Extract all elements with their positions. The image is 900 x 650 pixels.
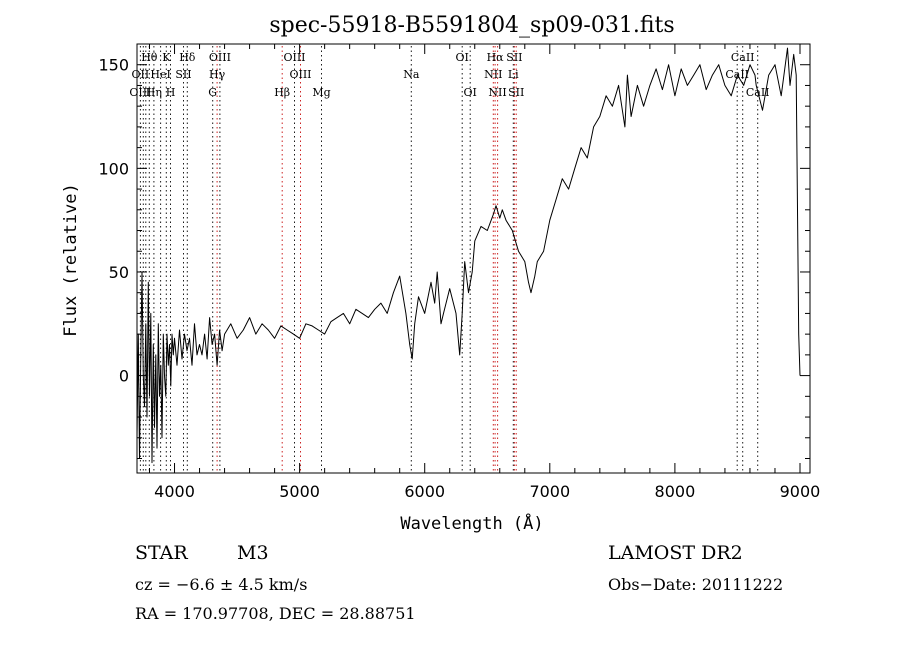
- y-tick-label-2: 100: [98, 159, 129, 178]
- line-label-14: Na: [403, 68, 420, 81]
- line-label-6: Hα: [487, 51, 505, 64]
- sky-coordinates: RA = 170.97708, DEC = 28.88751: [135, 604, 416, 623]
- x-tick-label-2: 6000: [404, 482, 445, 501]
- line-label-24: OI: [464, 86, 477, 99]
- line-label-7: SII: [506, 51, 522, 64]
- line-label-23: Mg: [312, 86, 330, 99]
- x-tick-label-0: 4000: [154, 482, 195, 501]
- line-label-13: OIII: [289, 68, 311, 81]
- spectrum-series: [136, 47, 801, 464]
- axes: 4000 5000 6000 7000 8000 9000 0 50 100 150: [98, 43, 821, 501]
- spectral-line-markers: [139, 46, 759, 471]
- line-label-5: OI: [456, 51, 469, 64]
- observation-date: Obs−Date: 20111222: [608, 575, 784, 594]
- chart-title: spec-55918-B5591804_sp09-031.fits: [269, 13, 674, 38]
- x-tick-label-1: 5000: [279, 482, 320, 501]
- line-label-12: Hγ: [209, 68, 226, 81]
- survey-name: LAMOST DR2: [608, 542, 743, 564]
- line-label-19: Hη: [146, 86, 162, 99]
- line-label-4: OIII: [283, 51, 305, 64]
- spectrum-line-0: [136, 47, 801, 464]
- y-axis-label: Flux (relative): [61, 183, 81, 337]
- line-label-2: Hδ: [179, 51, 196, 64]
- line-label-1: K: [162, 51, 171, 64]
- y-tick-label-0: 0: [119, 367, 129, 386]
- line-label-16: Li: [508, 68, 519, 81]
- line-label-8: CaII: [731, 51, 755, 64]
- line-label-10: HeI: [150, 68, 170, 81]
- x-tick-label-4: 8000: [655, 482, 696, 501]
- line-label-25: NII: [488, 86, 506, 99]
- x-axis-label: Wavelength (Å): [400, 512, 543, 534]
- plot-frame: [136, 43, 811, 474]
- x-tick-label-3: 7000: [529, 482, 570, 501]
- redshift-velocity: cz = −6.6 ± 4.5 km/s: [135, 575, 308, 594]
- line-label-9: OII: [132, 68, 150, 81]
- line-label-26: SII: [508, 86, 524, 99]
- line-label-15: NII: [484, 68, 502, 81]
- object-class: STAR: [135, 542, 188, 564]
- y-tick-label-1: 50: [109, 263, 129, 282]
- line-label-11: SII: [175, 68, 191, 81]
- line-label-0: Hθ: [141, 51, 158, 64]
- line-label-21: G: [208, 86, 217, 99]
- object-subclass: M3: [237, 542, 269, 564]
- line-label-17: CaII: [725, 68, 749, 81]
- line-label-18: OIII: [129, 86, 151, 99]
- line-label-20: H: [166, 86, 176, 99]
- line-label-22: Hβ: [274, 86, 290, 99]
- y-tick-label-3: 150: [98, 56, 129, 75]
- line-label-3: OIII: [209, 51, 231, 64]
- x-tick-label-5: 9000: [780, 482, 821, 501]
